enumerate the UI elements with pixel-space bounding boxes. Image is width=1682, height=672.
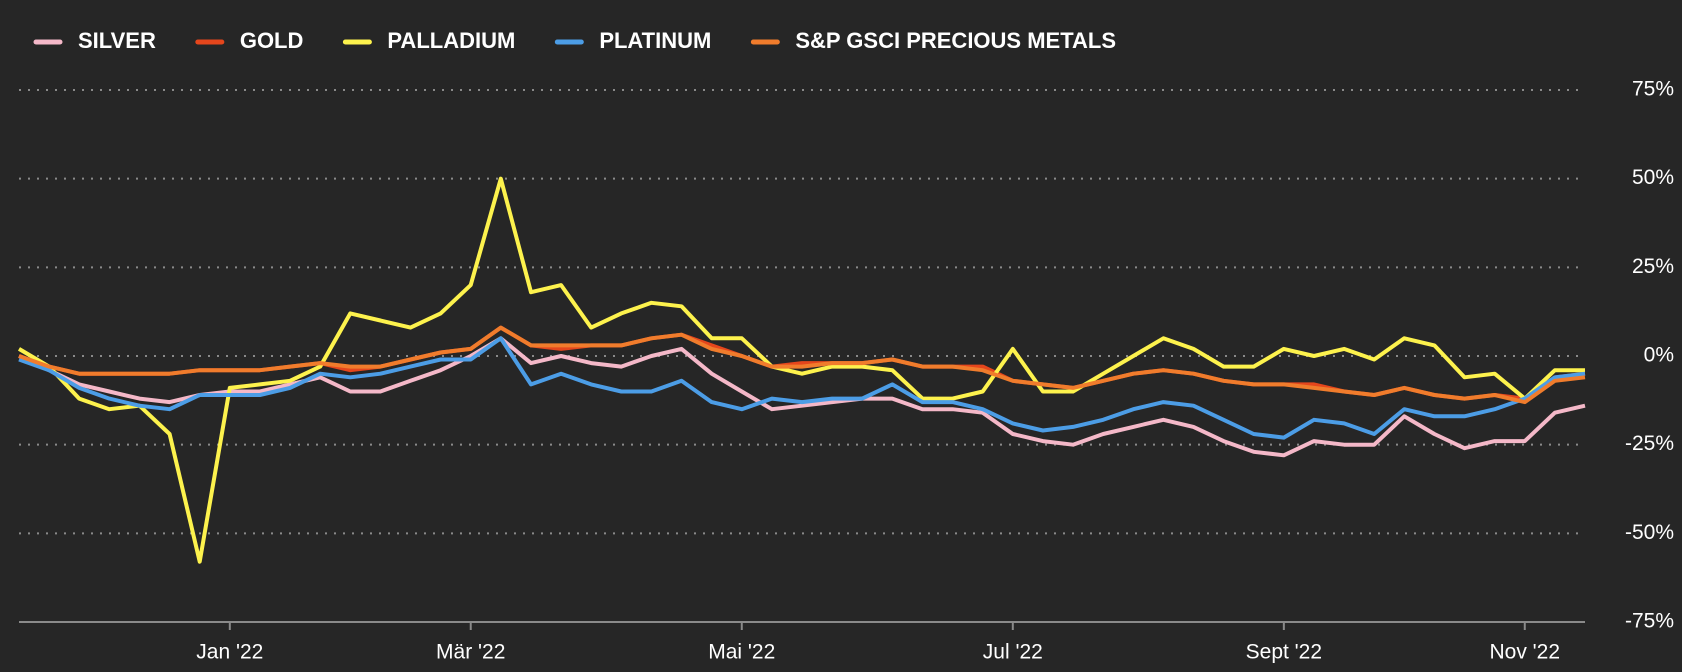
x-tick-label: Mär '22: [436, 641, 505, 664]
y-tick-label: 0%: [1644, 344, 1674, 367]
legend-label: PLATINUM: [599, 28, 711, 53]
y-tick-label: 75%: [1632, 78, 1674, 101]
y-tick-label: -75%: [1625, 610, 1674, 633]
legend-label: PALLADIUM: [387, 28, 515, 53]
legend-label: GOLD: [240, 28, 304, 53]
series-line: [17, 176, 1585, 564]
x-tick-label: Sept '22: [1246, 641, 1322, 664]
y-tick-label: 25%: [1632, 255, 1674, 278]
legend-label: S&P GSCI PRECIOUS METALS: [795, 28, 1116, 53]
y-tick-label: 50%: [1632, 166, 1674, 189]
series-line: [18, 336, 1586, 440]
y-tick-label: -50%: [1625, 521, 1674, 544]
series-line: [18, 325, 1586, 405]
legend-label: SILVER: [78, 28, 156, 53]
x-tick-label: Jan '22: [196, 641, 263, 664]
x-tick-label: Mai '22: [708, 641, 775, 664]
series-line: [18, 325, 1586, 401]
series-line: [18, 336, 1586, 458]
y-tick-label: -25%: [1625, 432, 1674, 455]
x-tick-label: Nov '22: [1489, 641, 1560, 664]
x-tick-label: Jul '22: [983, 641, 1043, 664]
